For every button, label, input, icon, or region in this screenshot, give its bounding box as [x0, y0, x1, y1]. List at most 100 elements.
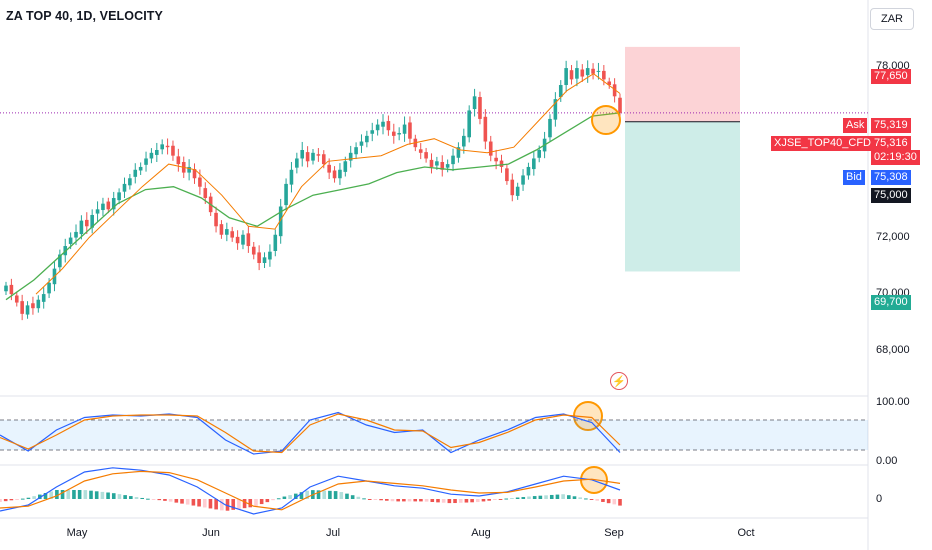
candle-body [591, 68, 595, 74]
macd-histogram-bar [606, 499, 611, 504]
macd-histogram-bar [407, 499, 412, 502]
time-tick: May [66, 527, 88, 539]
candle-body [257, 252, 261, 263]
candle-body [558, 85, 563, 98]
macd-histogram-bar [220, 499, 224, 511]
candle-body [187, 166, 191, 173]
macd-histogram-bar [578, 497, 582, 499]
candle-body [564, 68, 568, 86]
macd-histogram-bar [299, 492, 304, 499]
bid-price-label: 75,308 [871, 170, 911, 185]
macd-histogram-bar [276, 498, 281, 500]
macd-histogram-bar [441, 499, 446, 503]
macd-histogram-bar [549, 494, 554, 499]
macd-histogram-bar [453, 499, 457, 504]
macd-histogram-bar [106, 492, 110, 499]
macd-histogram-bar [561, 494, 565, 499]
macd-histogram-bar [515, 497, 520, 499]
macd-histogram-bar [288, 495, 292, 499]
candle-body [462, 135, 466, 147]
entry-price-label: 75,000 [871, 188, 911, 203]
price-tick: 68,000 [876, 344, 910, 356]
candle-body [251, 246, 256, 255]
macd-histogram-bar [584, 498, 588, 500]
candle-body [14, 295, 19, 303]
candle-body [580, 69, 585, 77]
macd-histogram-bar [538, 495, 543, 499]
macd-histogram-bar [521, 497, 526, 499]
candle-body [526, 166, 531, 176]
macd-histogram-bar [15, 499, 19, 500]
candle-body [316, 154, 321, 156]
macd-histogram-bar [214, 499, 218, 510]
macd-histogram-bar [237, 499, 241, 509]
candle-body [391, 131, 396, 136]
macd-histogram-bar [89, 490, 93, 499]
price-tick: 72,000 [876, 231, 910, 243]
candle-body [375, 124, 380, 131]
ask-tag: Ask [843, 118, 868, 133]
macd-histogram-bar [356, 496, 361, 499]
candle-body [74, 231, 78, 238]
candle-body [305, 152, 310, 162]
time-tick: Aug [471, 527, 491, 539]
ema-line [35, 73, 621, 295]
candle-body [467, 110, 471, 138]
macd-histogram-bar [83, 490, 88, 499]
macd-histogram-bar [0, 499, 2, 502]
candle-body [338, 169, 342, 179]
stoch-band [0, 420, 868, 450]
macd-histogram-bar [20, 498, 25, 500]
candle-body [402, 124, 407, 134]
candle-body [359, 141, 364, 146]
candle-body [95, 209, 100, 214]
macd-histogram-bar [185, 499, 190, 505]
candle-body [348, 152, 353, 161]
candle-body [618, 97, 622, 113]
bid-tag: Bid [843, 170, 865, 185]
macd-histogram-bar [180, 499, 184, 504]
candle-body [510, 179, 515, 196]
macd-histogram-bar [293, 493, 298, 499]
lightning-alert-icon[interactable]: ⚡ [610, 372, 628, 390]
macd-histogram-bar [379, 499, 383, 501]
candle-body [225, 229, 229, 235]
candle-body [478, 97, 482, 119]
candle-body [241, 234, 245, 245]
candle-body [424, 152, 428, 159]
macd-histogram-bar [254, 499, 258, 507]
macd-histogram-bar [197, 499, 201, 507]
candle-body [111, 198, 116, 210]
time-tick: Oct [737, 527, 755, 539]
symbol-label: XJSE_TOP40_CFD [771, 136, 875, 151]
stoch-k-line [0, 411, 621, 455]
macd-histogram-bar [225, 499, 230, 511]
candle-body [451, 155, 455, 165]
target-zone [625, 121, 740, 272]
candle-body [278, 206, 283, 237]
candle-body [585, 68, 590, 76]
chart-title: ZA TOP 40, 1D, VELOCITY [6, 9, 163, 23]
candle-body [268, 251, 272, 260]
candle-body [499, 160, 504, 167]
macd-histogram-bar [390, 499, 395, 502]
macd-histogram-bar [601, 499, 605, 502]
macd-histogram-bar [430, 499, 435, 503]
macd-histogram-bar [117, 494, 122, 499]
candle-body [20, 301, 24, 314]
candle-body [321, 154, 326, 165]
candle-body [36, 299, 41, 309]
macd-histogram-bar [77, 490, 82, 499]
macd-histogram-bar [9, 499, 14, 501]
last-price-label: 75,316 [871, 136, 911, 151]
macd-histogram-bar [481, 499, 486, 502]
stoch-tick: 0.00 [876, 455, 898, 467]
currency-button[interactable]: ZAR [870, 8, 914, 30]
macd-histogram-bar [55, 490, 59, 499]
candle-body [84, 219, 89, 227]
candle-body [408, 122, 412, 139]
candle-body [548, 118, 552, 138]
macd-histogram-bar [322, 490, 327, 499]
